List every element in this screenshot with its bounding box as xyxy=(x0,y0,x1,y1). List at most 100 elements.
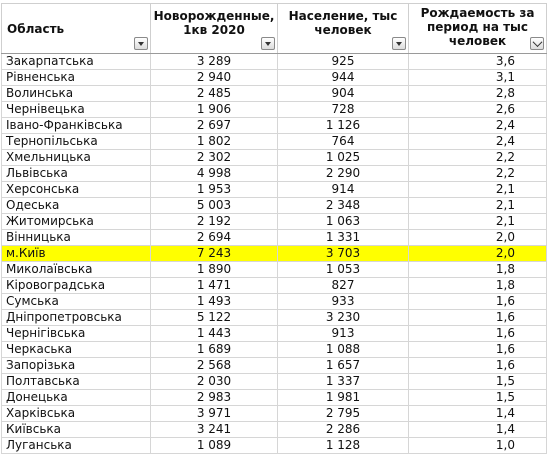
cell-births[interactable]: 1 689 xyxy=(151,342,278,357)
cell-region[interactable]: Вінницька xyxy=(1,230,151,245)
cell-region[interactable]: Донецька xyxy=(1,390,151,405)
cell-region[interactable]: Луганська xyxy=(1,438,151,453)
cell-population[interactable]: 1 128 xyxy=(278,438,409,453)
cell-population[interactable]: 827 xyxy=(278,278,409,293)
cell-rate[interactable]: 2,0 xyxy=(409,230,547,245)
cell-births[interactable]: 1 471 xyxy=(151,278,278,293)
cell-rate[interactable]: 3,1 xyxy=(409,70,547,85)
cell-births[interactable]: 1 953 xyxy=(151,182,278,197)
cell-region[interactable]: Кіровоградська xyxy=(1,278,151,293)
cell-region[interactable]: Хмельницька xyxy=(1,150,151,165)
cell-births[interactable]: 3 289 xyxy=(151,54,278,69)
cell-population[interactable]: 925 xyxy=(278,54,409,69)
cell-births[interactable]: 2 697 xyxy=(151,118,278,133)
cell-rate[interactable]: 1,5 xyxy=(409,390,547,405)
cell-rate[interactable]: 2,0 xyxy=(409,246,547,261)
cell-births[interactable]: 2 568 xyxy=(151,358,278,373)
cell-region[interactable]: Черкаська xyxy=(1,342,151,357)
cell-rate[interactable]: 1,0 xyxy=(409,438,547,453)
cell-population[interactable]: 2 348 xyxy=(278,198,409,213)
cell-population[interactable]: 1 063 xyxy=(278,214,409,229)
cell-region[interactable]: Чернігівська xyxy=(1,326,151,341)
cell-births[interactable]: 2 302 xyxy=(151,150,278,165)
cell-population[interactable]: 1 088 xyxy=(278,342,409,357)
cell-rate[interactable]: 1,8 xyxy=(409,262,547,277)
cell-rate[interactable]: 1,6 xyxy=(409,326,547,341)
cell-population[interactable]: 2 290 xyxy=(278,166,409,181)
cell-region[interactable]: Херсонська xyxy=(1,182,151,197)
cell-region[interactable]: Закарпатська xyxy=(1,54,151,69)
cell-population[interactable]: 3 230 xyxy=(278,310,409,325)
cell-population[interactable]: 1 025 xyxy=(278,150,409,165)
cell-population[interactable]: 2 286 xyxy=(278,422,409,437)
cell-births[interactable]: 2 485 xyxy=(151,86,278,101)
cell-births[interactable]: 2 983 xyxy=(151,390,278,405)
cell-population[interactable]: 1 981 xyxy=(278,390,409,405)
cell-region[interactable]: Івано-Франківська xyxy=(1,118,151,133)
cell-births[interactable]: 2 940 xyxy=(151,70,278,85)
cell-region[interactable]: Харківська xyxy=(1,406,151,421)
cell-births[interactable]: 1 802 xyxy=(151,134,278,149)
cell-population[interactable]: 904 xyxy=(278,86,409,101)
cell-population[interactable]: 1 331 xyxy=(278,230,409,245)
cell-region[interactable]: Полтавська xyxy=(1,374,151,389)
cell-births[interactable]: 1 089 xyxy=(151,438,278,453)
cell-births[interactable]: 4 998 xyxy=(151,166,278,181)
cell-population[interactable]: 3 703 xyxy=(278,246,409,261)
cell-region[interactable]: Сумська xyxy=(1,294,151,309)
cell-population[interactable]: 914 xyxy=(278,182,409,197)
cell-region[interactable]: Одеська xyxy=(1,198,151,213)
cell-region[interactable]: Запорізька xyxy=(1,358,151,373)
cell-births[interactable]: 2 694 xyxy=(151,230,278,245)
cell-population[interactable]: 1 126 xyxy=(278,118,409,133)
cell-region[interactable]: Львівська xyxy=(1,166,151,181)
cell-region[interactable]: Київська xyxy=(1,422,151,437)
cell-region[interactable]: Рівненська xyxy=(1,70,151,85)
cell-rate[interactable]: 2,4 xyxy=(409,134,547,149)
cell-rate[interactable]: 2,2 xyxy=(409,150,547,165)
cell-rate[interactable]: 2,1 xyxy=(409,198,547,213)
cell-population[interactable]: 1 657 xyxy=(278,358,409,373)
cell-population[interactable]: 764 xyxy=(278,134,409,149)
cell-rate[interactable]: 1,4 xyxy=(409,406,547,421)
cell-population[interactable]: 1 337 xyxy=(278,374,409,389)
cell-births[interactable]: 7 243 xyxy=(151,246,278,261)
cell-rate[interactable]: 2,6 xyxy=(409,102,547,117)
cell-rate[interactable]: 1,5 xyxy=(409,374,547,389)
cell-rate[interactable]: 2,4 xyxy=(409,118,547,133)
cell-births[interactable]: 1 890 xyxy=(151,262,278,277)
cell-region[interactable]: Тернопільська xyxy=(1,134,151,149)
cell-births[interactable]: 2 030 xyxy=(151,374,278,389)
cell-births[interactable]: 5 003 xyxy=(151,198,278,213)
cell-region[interactable]: м.Київ xyxy=(1,246,151,261)
cell-region[interactable]: Волинська xyxy=(1,86,151,101)
cell-population[interactable]: 913 xyxy=(278,326,409,341)
cell-rate[interactable]: 2,1 xyxy=(409,214,547,229)
cell-rate[interactable]: 1,6 xyxy=(409,310,547,325)
cell-rate[interactable]: 3,6 xyxy=(409,54,547,69)
cell-rate[interactable]: 2,2 xyxy=(409,166,547,181)
cell-births[interactable]: 3 971 xyxy=(151,406,278,421)
filter-dropdown-icon[interactable] xyxy=(392,37,406,50)
cell-births[interactable]: 5 122 xyxy=(151,310,278,325)
cell-population[interactable]: 944 xyxy=(278,70,409,85)
cell-rate[interactable]: 1,8 xyxy=(409,278,547,293)
cell-rate[interactable]: 1,4 xyxy=(409,422,547,437)
filter-dropdown-icon[interactable] xyxy=(134,37,148,50)
cell-population[interactable]: 1 053 xyxy=(278,262,409,277)
filter-dropdown-icon[interactable] xyxy=(261,37,275,50)
cell-births[interactable]: 2 192 xyxy=(151,214,278,229)
cell-region[interactable]: Житомирська xyxy=(1,214,151,229)
cell-region[interactable]: Чернівецька xyxy=(1,102,151,117)
cell-population[interactable]: 728 xyxy=(278,102,409,117)
cell-births[interactable]: 1 906 xyxy=(151,102,278,117)
cell-rate[interactable]: 1,6 xyxy=(409,358,547,373)
cell-population[interactable]: 933 xyxy=(278,294,409,309)
cell-rate[interactable]: 2,8 xyxy=(409,86,547,101)
cell-births[interactable]: 1 493 xyxy=(151,294,278,309)
cell-region[interactable]: Миколаївська xyxy=(1,262,151,277)
cell-rate[interactable]: 1,6 xyxy=(409,294,547,309)
cell-births[interactable]: 3 241 xyxy=(151,422,278,437)
cell-births[interactable]: 1 443 xyxy=(151,326,278,341)
cell-population[interactable]: 2 795 xyxy=(278,406,409,421)
